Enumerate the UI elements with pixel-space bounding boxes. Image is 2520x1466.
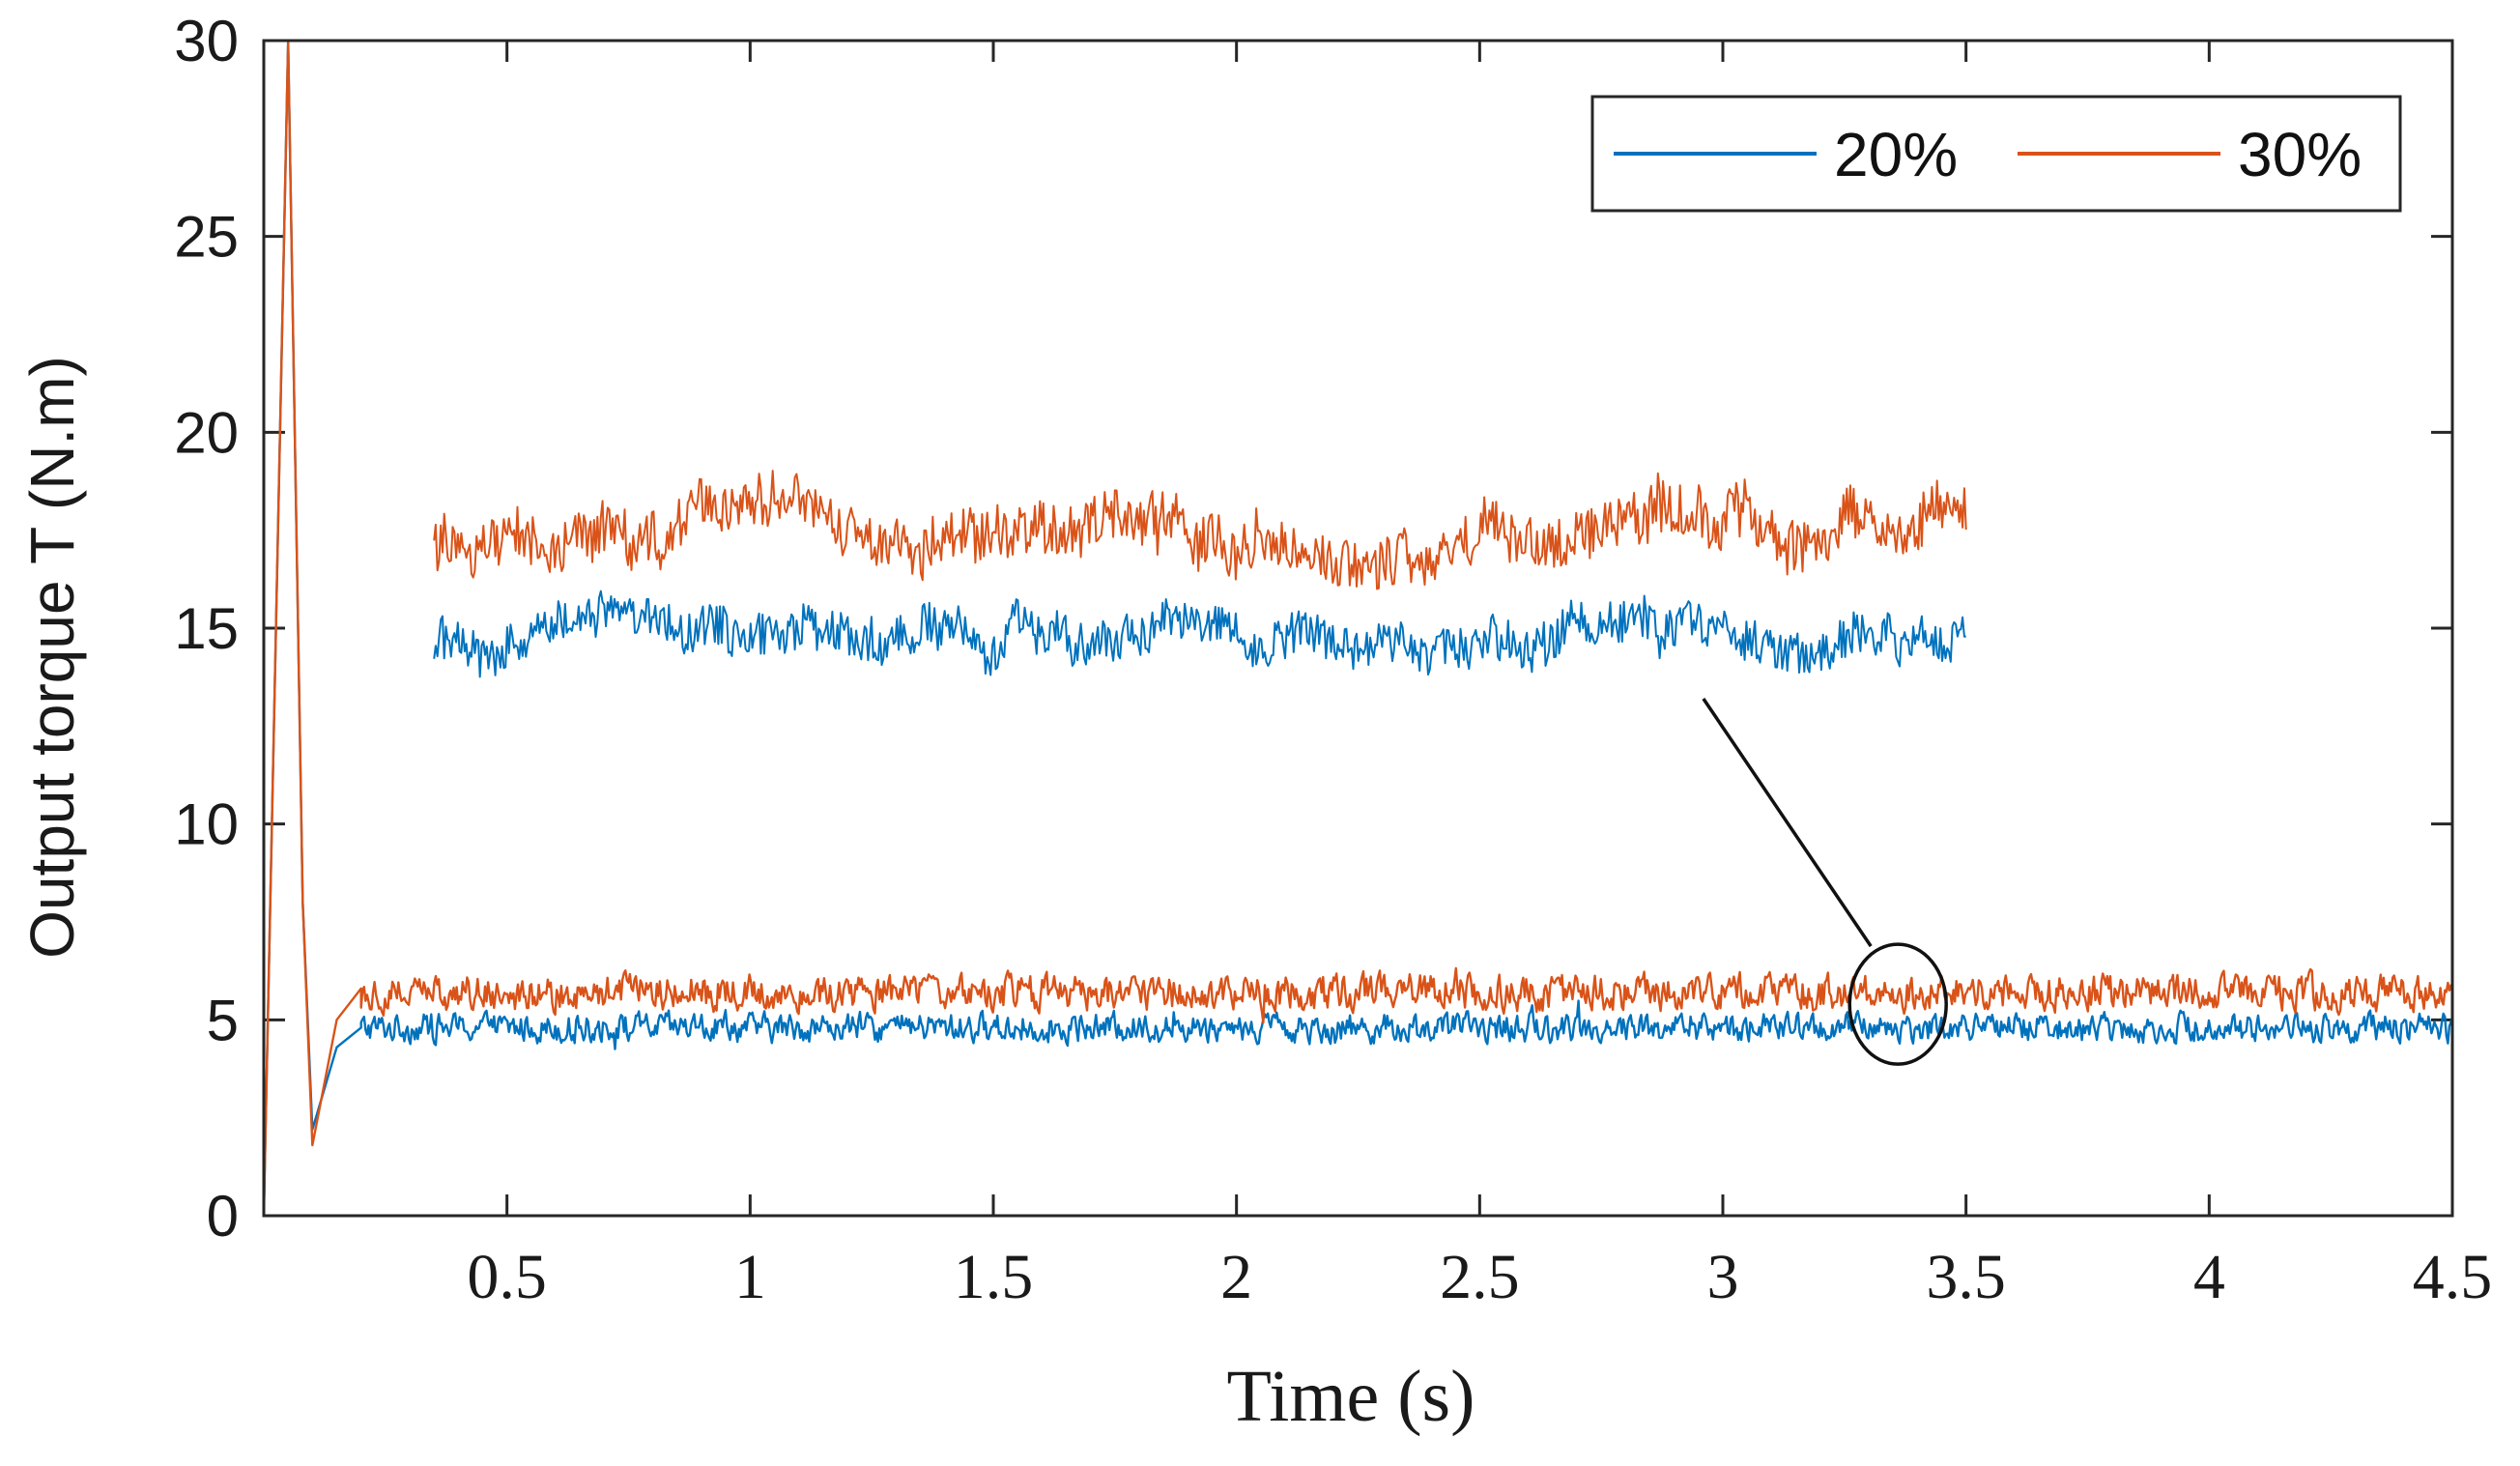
legend: 20% 30% — [1590, 95, 2402, 213]
y-axis-ticks: 0 5 10 15 20 25 30 — [174, 9, 2452, 1249]
x-tick-label: 3.5 — [1926, 1242, 2006, 1312]
y-tick-label: 20 — [174, 400, 239, 465]
series-line-30pct — [264, 41, 2452, 1216]
x-tick-label: 1.5 — [954, 1242, 1034, 1312]
x-tick-label: 3 — [1707, 1242, 1739, 1312]
inset-line-30pct — [433, 470, 1967, 590]
inset-line-20pct — [433, 589, 1966, 678]
legend-label: 30% — [2238, 120, 2362, 189]
callout-circle — [1847, 942, 1948, 1066]
x-tick-label: 1 — [734, 1242, 766, 1312]
y-tick-label: 5 — [207, 988, 239, 1052]
y-tick-label: 30 — [174, 9, 239, 73]
x-tick-label: 0.5 — [467, 1242, 547, 1312]
y-tick-label: 25 — [174, 205, 239, 270]
zoom-callout — [1702, 697, 1948, 1066]
plot-series — [264, 41, 2452, 1216]
x-tick-label: 4.5 — [2413, 1242, 2493, 1312]
series-line-20pct — [264, 41, 2452, 1216]
x-axis-label: Time (s) — [1227, 1356, 1475, 1437]
legend-label: 20% — [1834, 120, 1958, 189]
x-tick-label: 2 — [1220, 1242, 1252, 1312]
y-tick-label: 10 — [174, 792, 239, 857]
zoom-inset — [433, 470, 1967, 678]
callout-pointer-line — [1702, 697, 1873, 948]
plot-frame — [262, 39, 2454, 1218]
y-axis-label: Output torque T (N.m) — [17, 356, 87, 959]
x-tick-label: 2.5 — [1440, 1242, 1520, 1312]
y-tick-label: 15 — [174, 596, 239, 661]
y-tick-label: 0 — [207, 1184, 239, 1249]
x-axis-ticks: 0.5 1 1.5 2 2.5 3 3.5 4 4.5 — [467, 41, 2492, 1312]
x-tick-label: 4 — [2193, 1242, 2225, 1312]
